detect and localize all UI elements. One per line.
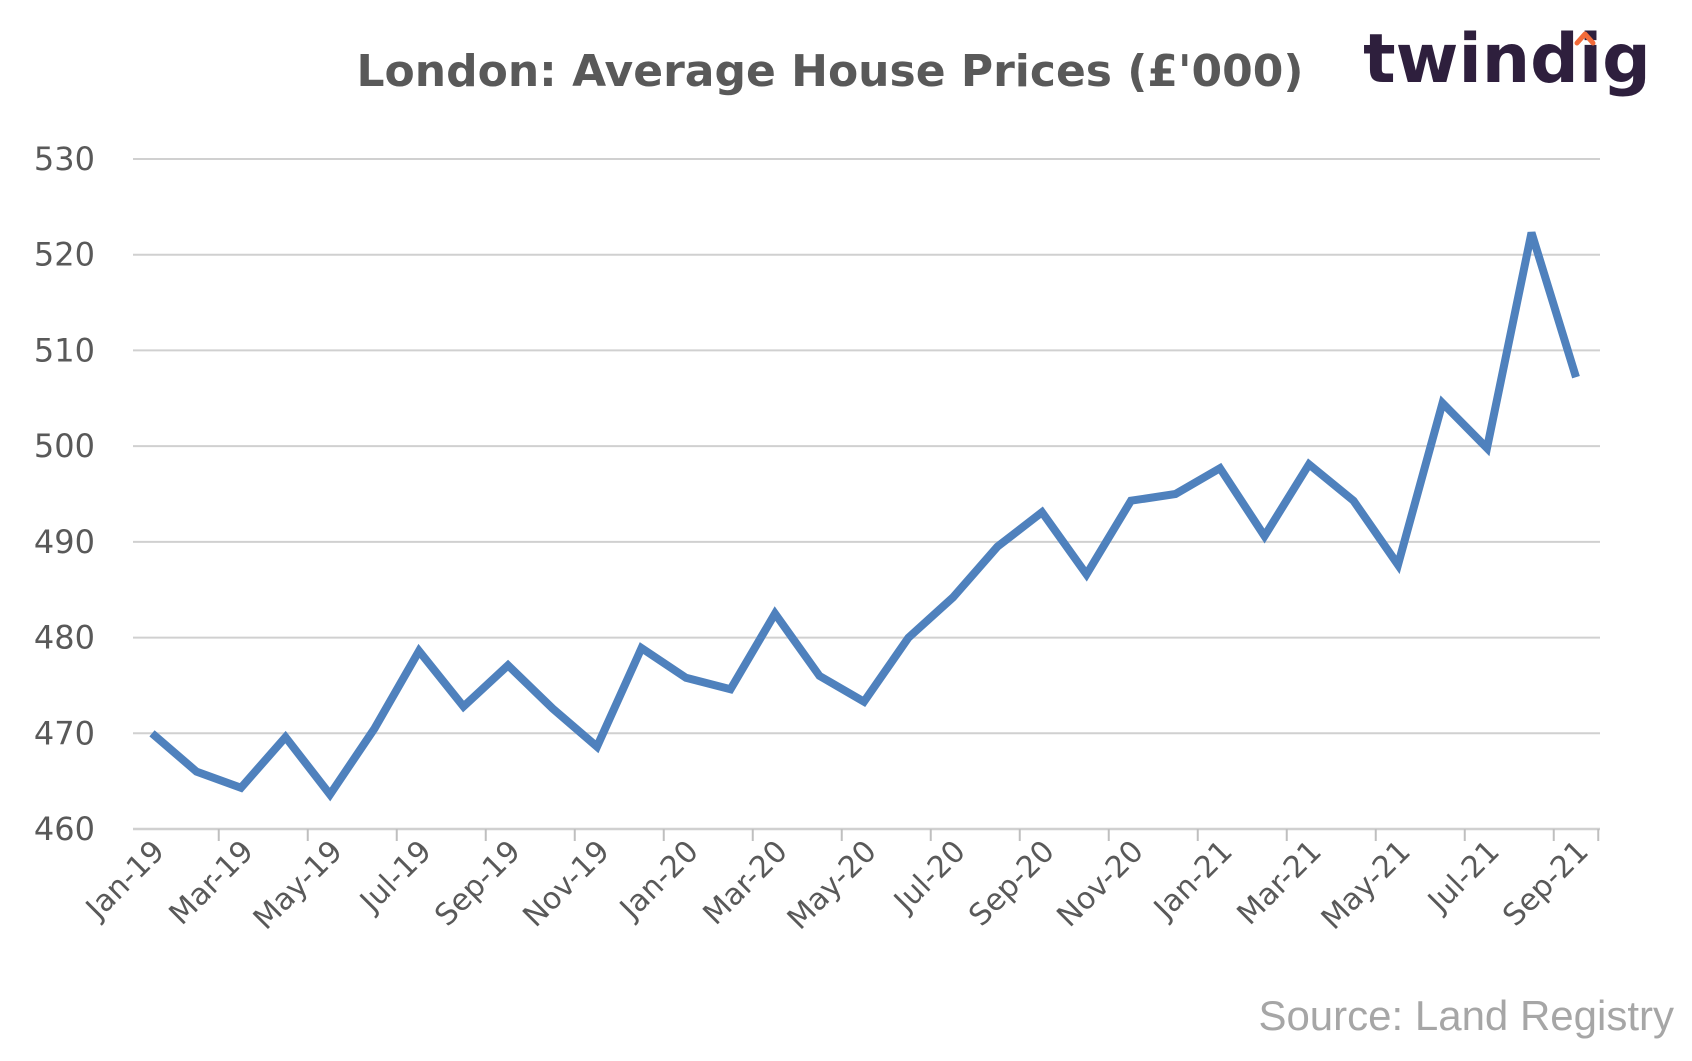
y-tick-label: 530 xyxy=(34,140,95,178)
series-layer xyxy=(149,231,1580,802)
x-tick-label: Jan-20 xyxy=(612,834,706,928)
brand-accent-mark xyxy=(1574,31,1596,46)
gridlines xyxy=(133,158,1600,831)
x-tick-label: Mar-20 xyxy=(697,834,795,932)
y-tick-label: 510 xyxy=(34,331,95,369)
chart-title: London: Average House Prices (£'000) xyxy=(357,46,1304,97)
x-tick-label: Nov-19 xyxy=(516,834,616,934)
x-tick-label: May-21 xyxy=(1315,834,1418,937)
brand-name: twindig xyxy=(1363,20,1651,99)
y-tick-label: 520 xyxy=(34,236,95,274)
x-tick-label: Jul-20 xyxy=(886,834,972,920)
x-tick-label: Jan-21 xyxy=(1146,834,1240,928)
x-tick-label: Mar-19 xyxy=(163,834,261,932)
x-tick-label: Sep-20 xyxy=(962,834,1061,933)
brand-logo: twindig xyxy=(1363,20,1651,99)
source-note: Source: Land Registry xyxy=(1258,992,1674,1039)
y-tick-label: 480 xyxy=(34,619,95,657)
y-tick-label: 460 xyxy=(34,810,95,848)
x-tick-label: Jul-21 xyxy=(1420,834,1506,920)
x-tick-label: Jul-19 xyxy=(352,834,438,920)
y-axis: 460 470 480 490 500 510 520 530 xyxy=(34,140,95,848)
y-tick-label: 500 xyxy=(34,427,95,465)
y-tick-label: 490 xyxy=(34,523,95,561)
x-tick-label: Nov-20 xyxy=(1050,834,1150,934)
x-tick-label: May-20 xyxy=(781,834,884,937)
x-tick-label: May-19 xyxy=(247,834,350,937)
x-tick-label: Mar-21 xyxy=(1231,834,1329,932)
series-line-0 xyxy=(149,231,1580,802)
x-tick-label: Sep-19 xyxy=(428,834,527,933)
y-tick-label: 470 xyxy=(34,714,95,752)
x-tick-label: Sep-21 xyxy=(1496,834,1595,933)
